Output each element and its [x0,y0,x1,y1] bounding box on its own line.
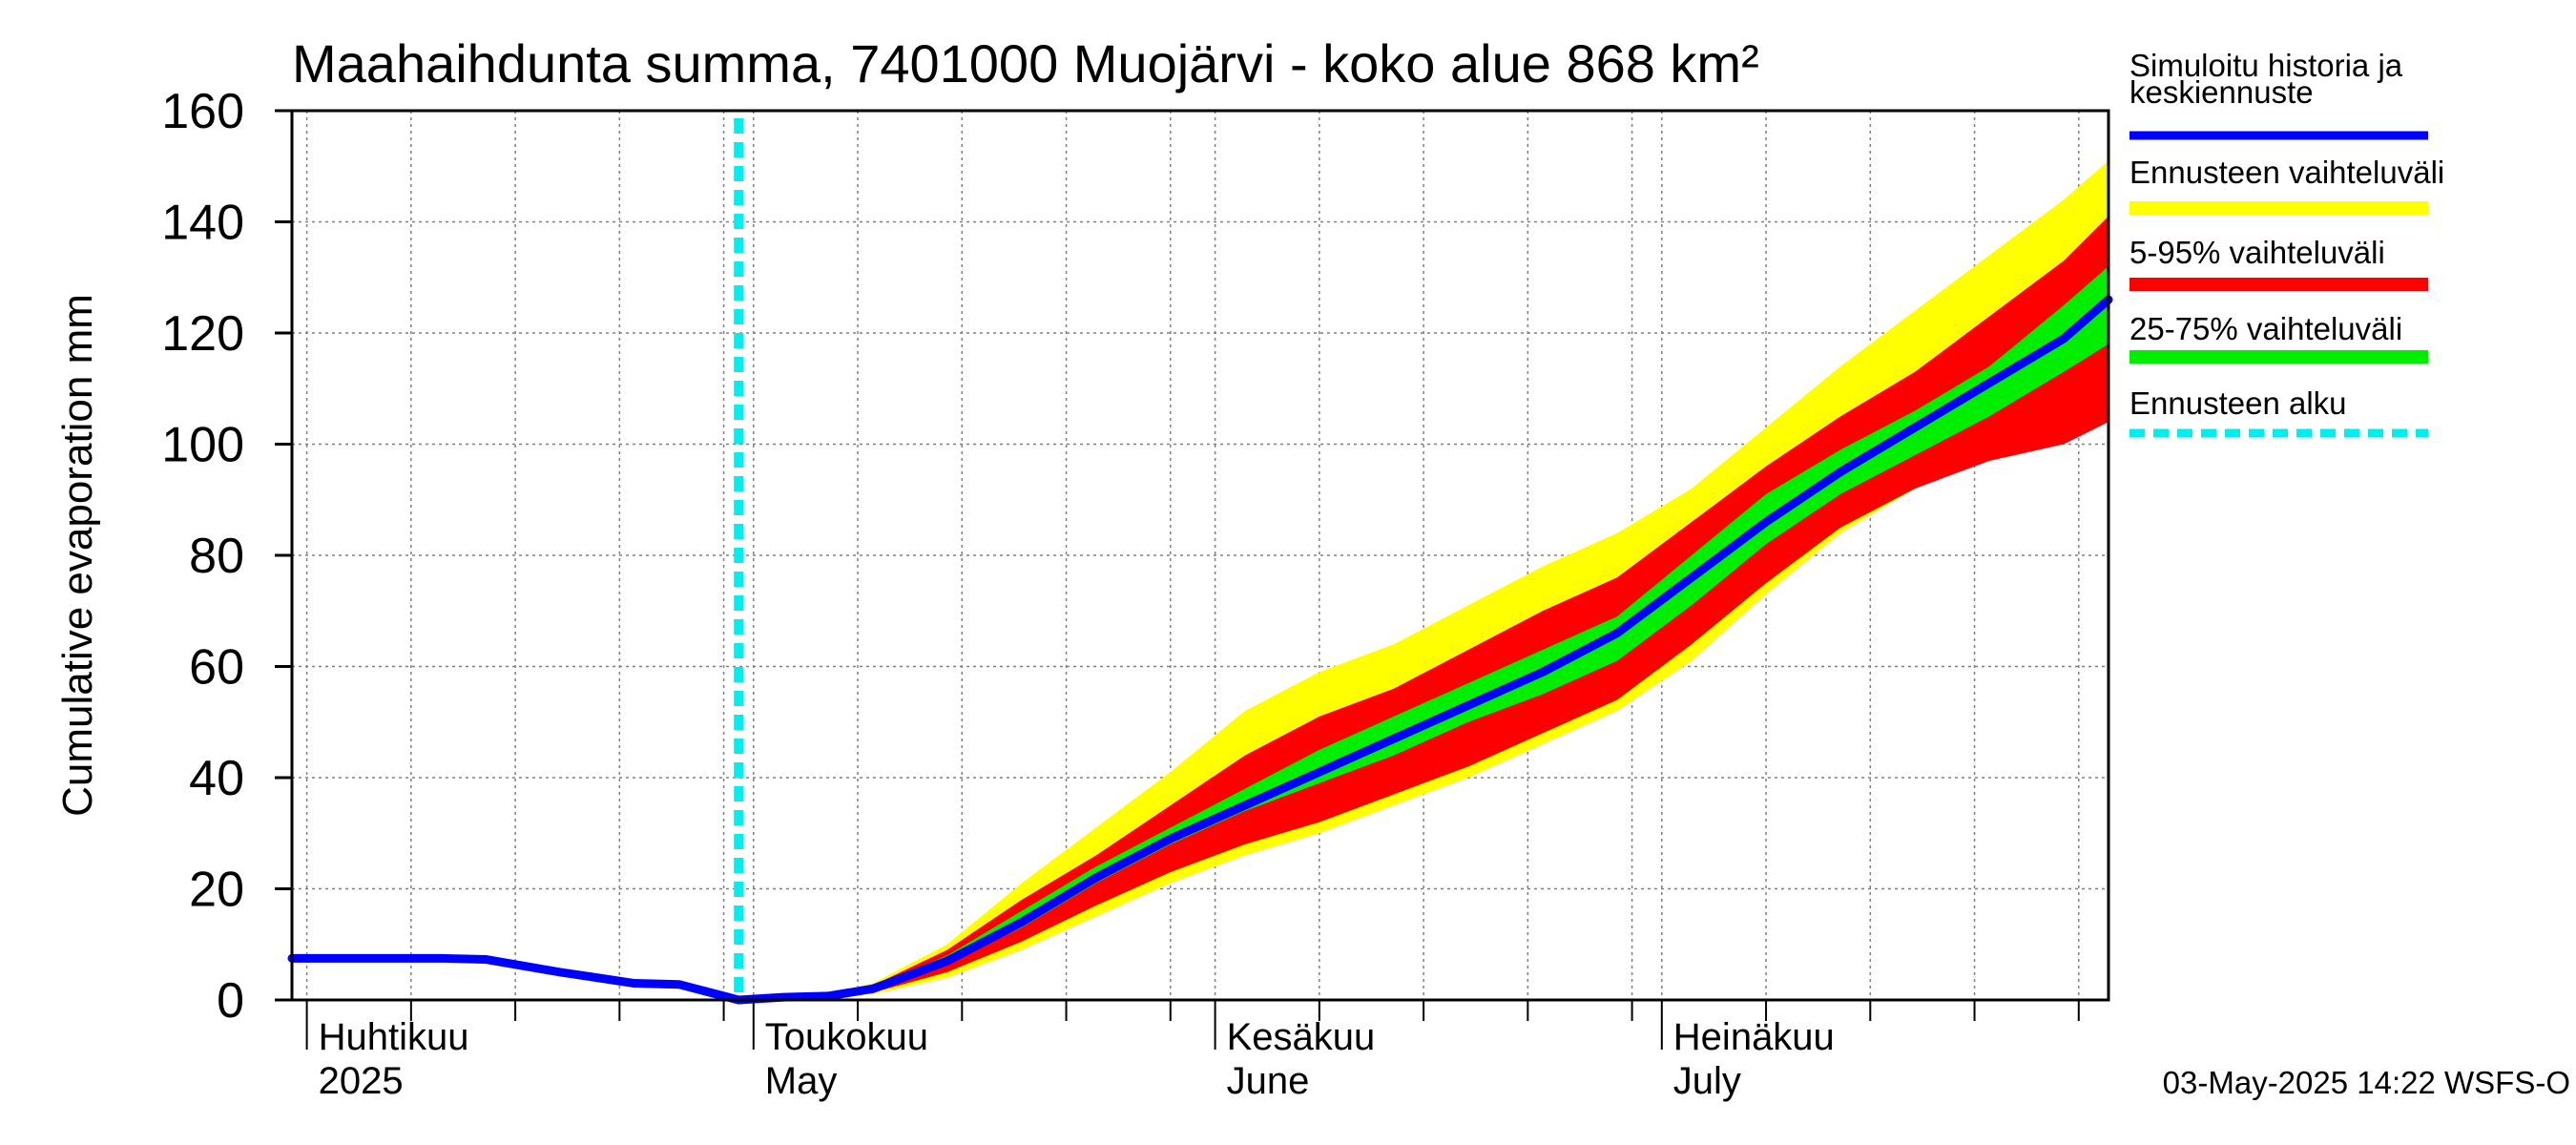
x-tick-label-year: July [1673,1060,1741,1102]
x-tick-label-month: Kesäkuu [1227,1016,1376,1058]
legend-label: 5-95% vaihteluväli [2129,235,2385,270]
legend-label: 25-75% vaihteluväli [2129,311,2402,346]
chart-title: Maahaihdunta summa, 7401000 Muojärvi - k… [292,33,1759,94]
y-tick-label: 40 [189,751,244,806]
y-tick-label: 20 [189,863,244,918]
y-tick-label: 60 [189,640,244,696]
y-tick-label: 80 [189,529,244,584]
legend-label: Simuloitu historia ja [2129,48,2403,83]
plot-lines [287,118,2113,1005]
legend-label: Ennusteen alku [2129,385,2347,421]
x-tick-label-month: Huhtikuu [319,1016,469,1058]
x-tick-label-year: 2025 [319,1060,404,1102]
legend-label: Ennusteen vaihteluväli [2129,155,2444,190]
legend-label: keskiennuste [2129,74,2314,110]
median-line [287,295,2113,1005]
y-axis-label: Cumulative evaporation mm [54,294,101,817]
footer-timestamp: 03-May-2025 14:22 WSFS-O [2163,1065,2570,1100]
x-tick-label-year: May [765,1060,838,1102]
y-tick-label: 120 [161,306,244,362]
y-tick-label: 100 [161,418,244,473]
y-tick-label: 160 [161,84,244,139]
y-tick-label: 0 [217,973,244,1029]
y-axis: 0 20 40 60 80 100 120 140 160 [161,84,292,1029]
x-tick-label-year: June [1227,1060,1310,1102]
x-tick-label-month: Heinäkuu [1673,1016,1835,1058]
x-tick-label-month: Toukokuu [765,1016,928,1058]
y-tick-label: 140 [161,196,244,251]
